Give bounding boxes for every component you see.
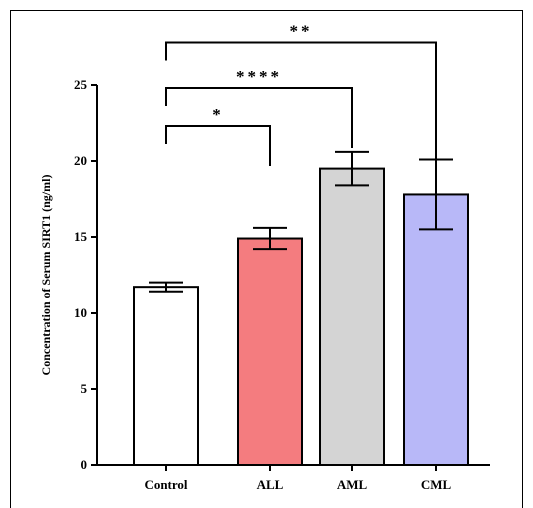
x-axis: Control ALL AML CML xyxy=(97,464,490,492)
significance-brackets: ******* xyxy=(165,21,437,167)
y-tick-label: 5 xyxy=(81,381,88,396)
chart-frame xyxy=(10,10,523,508)
significance-label: ** xyxy=(290,21,313,40)
bars xyxy=(133,167,469,466)
y-tick-label: 0 xyxy=(81,457,88,472)
y-axis: 0 5 10 15 20 25 xyxy=(74,77,98,472)
y-tick-label: 25 xyxy=(74,77,88,92)
error-bars xyxy=(149,150,453,293)
bar-aml xyxy=(319,167,385,466)
y-axis-title: Concentration of Serum SIRT1 (ng/ml) xyxy=(39,175,53,376)
x-tick-label-all: ALL xyxy=(257,477,284,492)
x-tick-label-aml: AML xyxy=(337,477,368,492)
bar-control xyxy=(133,286,199,466)
bar-cml xyxy=(403,193,469,466)
bracket-control-all xyxy=(165,125,271,167)
bracket-control-aml xyxy=(165,87,353,149)
y-tick-label: 20 xyxy=(74,153,87,168)
x-tick-label-cml: CML xyxy=(421,477,452,492)
x-tick-label-control: Control xyxy=(144,477,187,492)
significance-label: * xyxy=(212,105,224,124)
bracket-control-cml xyxy=(165,41,437,161)
y-tick-label: 15 xyxy=(74,229,88,244)
bar-all xyxy=(237,237,303,466)
y-tick-label: 10 xyxy=(74,305,87,320)
significance-label: **** xyxy=(236,67,282,86)
